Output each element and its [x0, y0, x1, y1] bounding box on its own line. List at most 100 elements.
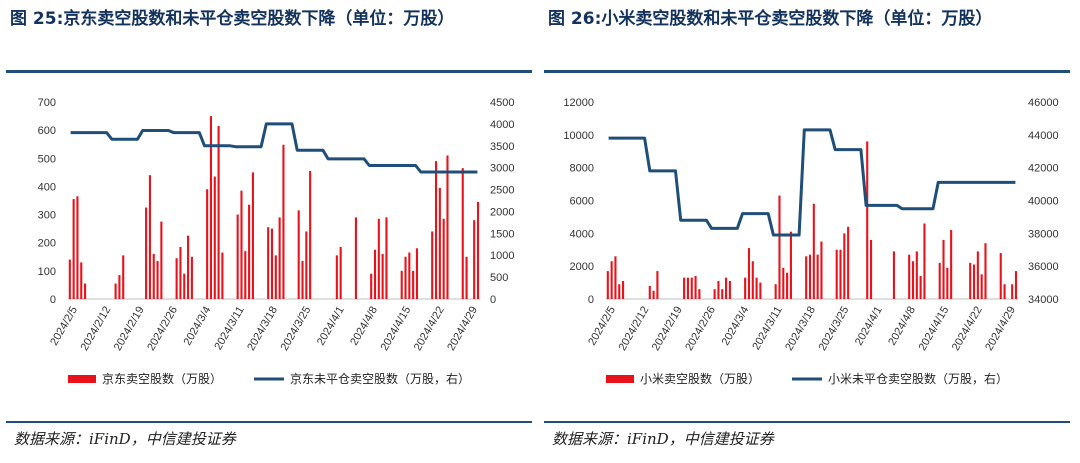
bar: [778, 195, 781, 299]
bar: [301, 261, 304, 299]
bar: [728, 280, 731, 299]
bar: [148, 175, 151, 299]
bar: [297, 210, 300, 299]
bar: [610, 261, 613, 299]
bar: [118, 275, 121, 299]
bar: [339, 246, 342, 299]
x-tick-label: 2024/4/29: [445, 305, 480, 353]
bar: [911, 261, 915, 299]
y-left-tick-label: 6000: [570, 196, 594, 208]
bar: [656, 271, 659, 299]
bar: [122, 255, 125, 299]
bar: [942, 239, 945, 299]
y-left-tick-label: 0: [50, 294, 56, 306]
x-tick: 2024/2/12: [79, 305, 114, 353]
jd-short-chart: 0 100 200 300 400 500 600 700 0 500 1000 1500 2000 25…: [38, 97, 515, 386]
bar: [938, 262, 941, 299]
bar: [713, 289, 716, 299]
bar: [465, 256, 468, 299]
bar: [179, 246, 182, 299]
bar: [782, 267, 785, 299]
y-left-tick-label: 10000: [563, 130, 594, 142]
bar: [747, 248, 751, 299]
x-tick: 2024/2/26: [145, 305, 180, 353]
y-right-tick-label: 0: [490, 294, 496, 306]
bar: [690, 277, 693, 299]
y-left-tick-label: 200: [38, 238, 56, 250]
figure-title: 图 25:京东卖空股数和未平仓卖空股数下降（单位：万股）: [10, 9, 455, 29]
bar: [950, 230, 953, 299]
y-right-tick-label: 500: [490, 272, 508, 284]
source-note: 数据来源：iFinD，中信建投证券: [552, 430, 774, 448]
bar: [694, 276, 697, 299]
bar: [725, 277, 728, 299]
y-right-tick-label: 2000: [490, 206, 514, 218]
bar: [80, 262, 83, 299]
y-right-tick-label: 44000: [1028, 130, 1059, 142]
bar: [152, 253, 155, 299]
legend-bar-swatch: [68, 375, 96, 383]
x-tick: 2024/3/25: [279, 305, 314, 353]
x-tick-label: 2024/4/1: [315, 305, 347, 348]
bar: [438, 187, 441, 299]
y-right-tick-label: 46000: [1028, 97, 1059, 109]
legend-line-label: 小米未平仓卖空股数（万股，右）: [828, 371, 1008, 386]
bar: [805, 256, 808, 299]
y-right-tick-label: 36000: [1028, 261, 1059, 273]
bottom-rule: [6, 421, 532, 423]
bar: [980, 274, 983, 299]
x-tick-label: 2024/3/4: [182, 305, 214, 348]
bar: [400, 270, 403, 299]
x-tick: 2024/4/1: [853, 305, 885, 348]
bar: [282, 144, 285, 299]
x-tick: 2024/3/11: [750, 305, 784, 353]
bar: [774, 284, 777, 299]
y-left-tick-label: 2000: [570, 261, 594, 273]
bar: [248, 204, 251, 299]
x-tick-label: 2024/3/18: [783, 305, 818, 353]
bar: [408, 252, 411, 299]
x-tick: 2024/3/18: [245, 305, 280, 353]
bar: [755, 277, 758, 299]
bar: [652, 290, 655, 299]
x-tick-label: 2024/4/8: [348, 305, 380, 348]
bar: [415, 248, 419, 299]
y-left-tick-label: 400: [38, 181, 56, 193]
bar: [251, 172, 254, 299]
bar: [473, 220, 476, 299]
bar: [187, 235, 190, 299]
bar: [221, 252, 224, 299]
bar: [461, 168, 464, 299]
x-tick: 2024/4/22: [950, 305, 985, 353]
x-tick-label: 2024/4/15: [917, 305, 952, 353]
bar: [786, 272, 789, 299]
x-tick: 2024/3/25: [817, 305, 852, 353]
bar: [759, 282, 762, 299]
bar: [431, 231, 434, 299]
bar: [721, 289, 724, 299]
x-tick: 2024/4/8: [348, 305, 380, 348]
bar: [213, 176, 216, 299]
bar: [305, 231, 308, 299]
bar: [744, 277, 747, 299]
legend-bar-label: 小米卖空股数（万股）: [640, 371, 760, 386]
y-right-tick-label: 1500: [490, 228, 514, 240]
legend-bar-label: 京东卖空股数（万股）: [102, 371, 222, 386]
y-right-tick-label: 3000: [490, 163, 514, 175]
bar: [999, 253, 1002, 299]
x-tick-label: 2024/4/8: [886, 305, 918, 348]
x-tick-label: 2024/3/18: [245, 305, 280, 353]
x-tick-label: 2024/2/19: [650, 305, 685, 353]
bar: [377, 218, 380, 299]
x-tick: 2024/4/15: [917, 305, 952, 353]
bar: [381, 253, 384, 299]
x-tick: 2024/3/4: [720, 305, 752, 348]
bar: [717, 280, 720, 299]
bar: [1011, 284, 1014, 299]
x-tick: 2024/3/4: [182, 305, 214, 348]
bar: [946, 267, 949, 299]
bar: [114, 283, 117, 299]
bar: [434, 161, 438, 299]
legend-bar-swatch: [606, 375, 634, 383]
x-tick-label: 2024/2/5: [586, 305, 618, 348]
